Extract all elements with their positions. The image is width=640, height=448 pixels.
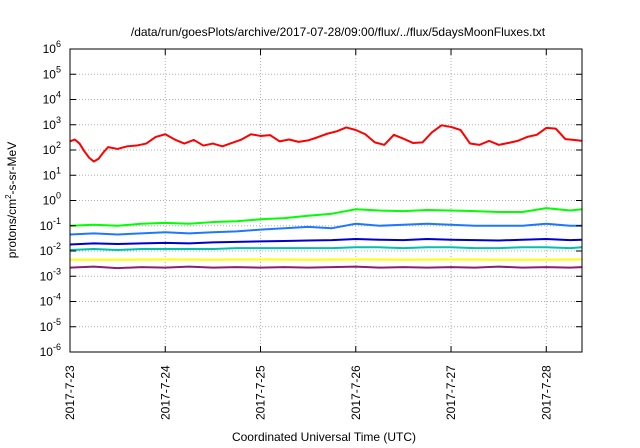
y-tick-exponent: -2 <box>53 241 61 251</box>
y-tick-exponent: 2 <box>56 140 61 150</box>
y-tick-exponent: 0 <box>56 191 61 201</box>
x-tick-label: 2017-7-24 <box>158 365 172 420</box>
y-tick-exponent: -5 <box>53 317 61 327</box>
y-tick-label: 100 <box>43 191 61 208</box>
y-tick-exponent: 4 <box>56 90 61 100</box>
x-tick-label: 2017-7-23 <box>63 365 77 420</box>
y-tick-base: 10 <box>43 42 57 56</box>
y-axis-label: protons/cm2-s-sr-MeV <box>4 142 19 258</box>
y-tick-base: 10 <box>43 168 57 182</box>
y-tick-base: 10 <box>43 143 57 157</box>
y-tick-exponent: -1 <box>53 216 61 226</box>
chart-title: /data/run/goesPlots/archive/2017-07-28/0… <box>131 25 546 39</box>
y-tick-label: 102 <box>43 140 61 157</box>
y-tick-base: 10 <box>40 320 54 334</box>
x-axis-label: Coordinated Universal Time (UTC) <box>232 430 416 444</box>
series-line-5 <box>69 246 583 251</box>
y-tick-label: 10-4 <box>40 292 61 309</box>
y-axis-ticks: 10-610-510-410-310-210-11001011021031041… <box>40 39 582 359</box>
y-tick-exponent: 5 <box>56 64 61 74</box>
y-tick-base: 10 <box>43 93 57 107</box>
y-axis-label-superscript: 2 <box>4 194 13 199</box>
y-tick-exponent: 3 <box>56 115 61 125</box>
y-tick-label: 105 <box>43 64 61 81</box>
x-tick-label: 2017-7-28 <box>539 365 553 420</box>
y-tick-base: 10 <box>40 244 54 258</box>
y-tick-base: 10 <box>43 118 57 132</box>
y-tick-label: 106 <box>43 39 61 56</box>
x-tick-label: 2017-7-25 <box>254 365 268 420</box>
y-tick-label: 103 <box>43 115 61 132</box>
y-tick-base: 10 <box>43 67 57 81</box>
series-line-1 <box>69 124 583 163</box>
y-tick-label: 10-2 <box>40 241 61 258</box>
x-tick-label: 2017-7-27 <box>444 365 458 420</box>
data-series <box>69 124 583 270</box>
y-tick-label: 104 <box>43 90 61 107</box>
series-line-4 <box>69 237 583 246</box>
y-axis-label-unit: -s-sr-MeV <box>5 142 19 195</box>
y-tick-label: 10-5 <box>40 317 61 334</box>
x-axis-ticks: 2017-7-23 2017-7-24 2017-7-25 2017-7-26 2017… <box>63 49 553 420</box>
y-tick-exponent: -3 <box>53 266 61 276</box>
y-axis-label-main: protons/cm <box>5 199 19 258</box>
y-tick-label: 101 <box>43 165 61 182</box>
y-tick-label: 10-6 <box>40 342 61 359</box>
y-tick-exponent: 6 <box>56 39 61 49</box>
y-tick-label: 10-1 <box>40 216 61 233</box>
series-line-3 <box>69 222 582 236</box>
y-tick-base: 10 <box>40 295 54 309</box>
series-line-2 <box>69 207 583 227</box>
x-tick-label: 2017-7-26 <box>349 365 363 420</box>
y-tick-base: 10 <box>40 269 54 283</box>
y-tick-exponent: -6 <box>53 342 61 352</box>
series-line-7 <box>69 265 583 270</box>
y-tick-base: 10 <box>43 194 57 208</box>
y-tick-exponent: -4 <box>53 292 61 302</box>
y-tick-base: 10 <box>40 219 54 233</box>
y-tick-label: 10-3 <box>40 266 61 283</box>
y-tick-exponent: 1 <box>56 165 61 175</box>
y-tick-base: 10 <box>40 345 54 359</box>
